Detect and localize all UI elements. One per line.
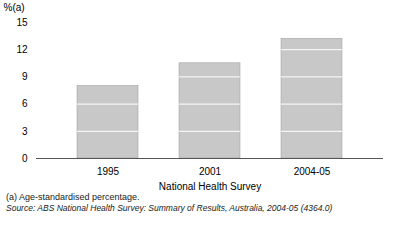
html-text:Source: ABS National Health Su: Source: ABS National Health Survey: Summ…: [6, 203, 333, 213]
svg-text:%(a): %(a): [4, 2, 25, 13]
svg-text:National Health Survey: National Health Survey: [159, 181, 261, 192]
svg-text:0: 0: [22, 153, 28, 164]
svg-text:6: 6: [22, 98, 28, 109]
svg-text:9: 9: [22, 71, 28, 82]
svg-text:2001: 2001: [199, 166, 222, 177]
svg-text:1995: 1995: [97, 166, 120, 177]
html-text:(a) Age-standardised percentag: (a) Age-standardised percentage.: [6, 192, 140, 202]
svg-text:12: 12: [16, 44, 28, 55]
svg-text:2004-05: 2004-05: [294, 166, 331, 177]
svg-text:3: 3: [22, 126, 28, 137]
svg-text:15: 15: [16, 17, 28, 28]
